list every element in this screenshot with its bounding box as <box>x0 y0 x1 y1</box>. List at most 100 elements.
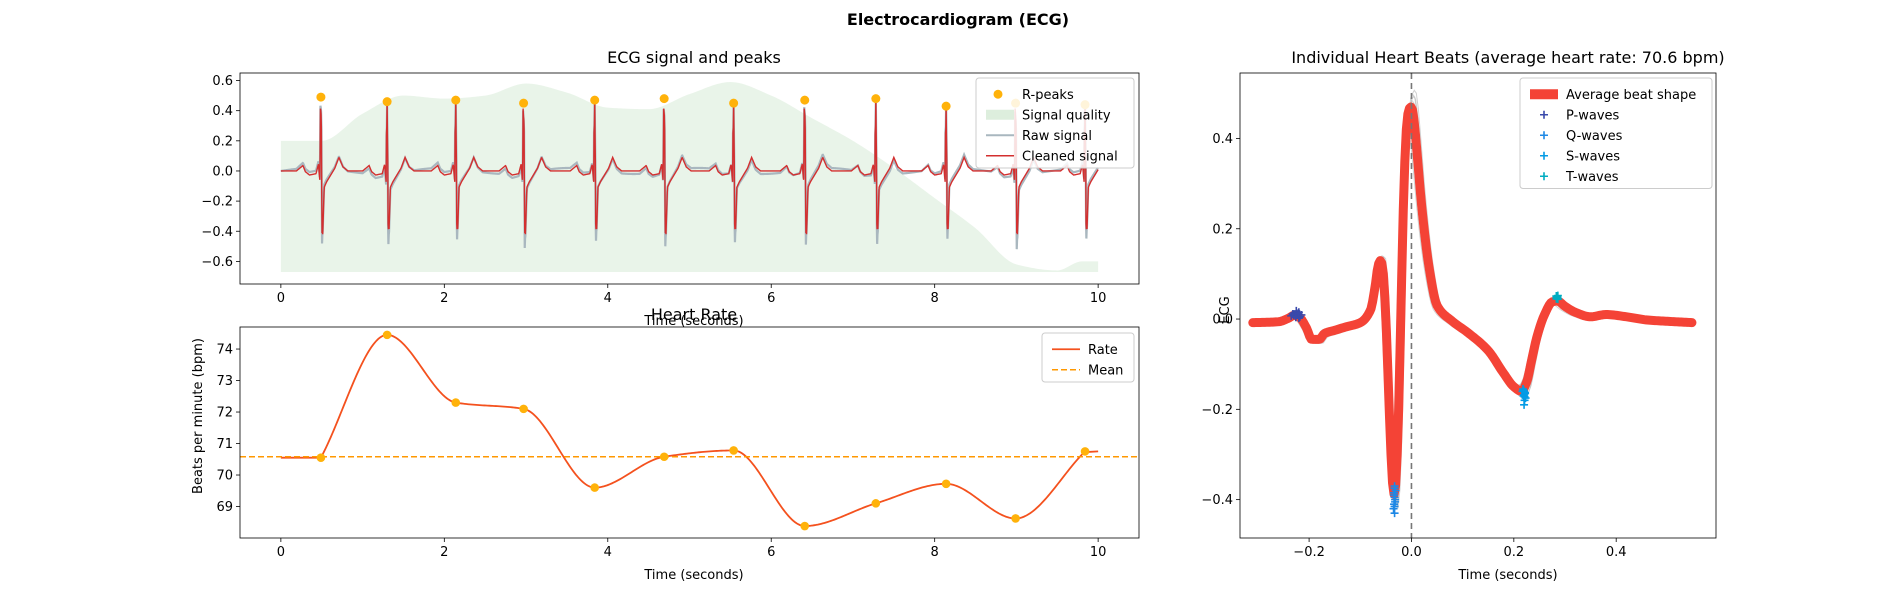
beats-xtick-label: 0.4 <box>1606 545 1627 560</box>
rate-point <box>1080 447 1090 456</box>
ecg-ytick-label: 0.4 <box>212 104 233 119</box>
ecg-signal-xlabel: Time (seconds) <box>643 314 743 329</box>
ecg-xtick-label: 2 <box>440 291 448 306</box>
ecg-frame <box>239 72 1140 285</box>
q-wave-marker <box>1390 484 1399 493</box>
ecg-legend-label: R-peaks <box>1022 88 1074 103</box>
ecg-ytick-label: 0.6 <box>212 74 233 89</box>
s-wave-marker <box>1520 400 1529 409</box>
ecg-legend-label: Signal quality <box>1022 108 1111 123</box>
legend-rpeak-swatch <box>993 89 1003 99</box>
hr-legend-label: Mean <box>1088 363 1123 378</box>
beats-legend-label: Average beat shape <box>1566 88 1696 103</box>
rate-point <box>382 330 392 340</box>
beats-ytick-label: 0.2 <box>1212 222 1233 237</box>
beats-frame <box>1239 72 1717 539</box>
q-wave-marker <box>1390 509 1399 518</box>
hr-ytick-label: 72 <box>216 406 233 421</box>
hr-xtick-label: 8 <box>931 545 939 560</box>
r-peak-point <box>382 97 392 107</box>
hr-ytick-label: 73 <box>216 374 233 389</box>
ecg-xtick-label: 8 <box>931 291 939 306</box>
rate-line <box>280 333 1099 527</box>
hr-ytick-label: 74 <box>216 343 233 358</box>
beats-legend <box>1519 77 1713 189</box>
ecg-legend-label: Raw signal <box>1022 129 1092 144</box>
beats-ytick-label: 0.0 <box>1212 313 1233 328</box>
raw-signal-line <box>280 97 1100 250</box>
heart-rate-panel: Heart Rate Time (seconds) Beats per minu… <box>191 305 1140 583</box>
beats-xtick-label: 0.2 <box>1503 545 1524 560</box>
figure-title: Electrocardiogram (ECG) <box>847 10 1069 29</box>
q-wave-marker <box>1390 502 1399 511</box>
ecg-xtick-label: 4 <box>604 291 612 306</box>
hr-xtick-label: 6 <box>767 545 775 560</box>
beats-ytick-label: −0.2 <box>1201 403 1233 418</box>
hr-xtick-label: 10 <box>1090 545 1107 560</box>
ecg-legend <box>975 77 1135 169</box>
r-peak-point <box>871 94 881 104</box>
hr-xtick-label: 0 <box>277 545 285 560</box>
r-peak-point <box>451 95 461 105</box>
p-wave-marker <box>1294 309 1303 318</box>
hr-xtick-label: 2 <box>440 545 448 560</box>
legend-t-swatch <box>1540 172 1548 181</box>
heart-beats-title: Individual Heart Beats (average heart ra… <box>1291 48 1724 67</box>
legend-q-swatch <box>1540 131 1548 140</box>
legend-average-swatch <box>1530 89 1558 100</box>
ecg-signal-panel: ECG signal and peaks Time (seconds) 0 2 4 6… <box>201 48 1140 329</box>
heart-rate-ylabel: Beats per minute (bpm) <box>191 338 206 494</box>
cleaned-signal-line <box>280 98 1099 235</box>
rate-point <box>316 453 326 462</box>
rate-point <box>1011 514 1020 523</box>
legend-p-swatch <box>1540 110 1548 119</box>
heart-beats-panel: Individual Heart Beats (average heart ra… <box>1201 48 1724 583</box>
r-peak-point <box>800 95 810 105</box>
hr-ytick-label: 71 <box>216 437 233 452</box>
s-wave-marker <box>1521 388 1530 397</box>
hr-legend-label: Rate <box>1088 343 1118 358</box>
heart-rate-xlabel: Time (seconds) <box>643 568 743 583</box>
beats-xtick-label: 0.0 <box>1401 545 1422 560</box>
hr-ytick-label: 69 <box>216 500 233 515</box>
ecg-legend-label: Cleaned signal <box>1022 149 1118 164</box>
hr-ytick-label: 70 <box>216 469 233 484</box>
legend-s-swatch <box>1540 151 1548 160</box>
ecg-ytick-label: −0.2 <box>201 195 233 210</box>
heart-beats-xlabel: Time (seconds) <box>1457 568 1557 583</box>
ecg-ytick-label: 0.2 <box>212 134 233 149</box>
rate-point <box>871 499 881 508</box>
average-beat-line <box>1248 102 1697 499</box>
hr-xtick-label: 4 <box>604 545 612 560</box>
signal-quality-area <box>280 82 1099 272</box>
legend-quality-swatch <box>986 109 1014 120</box>
heart-beats-ylabel: ECG <box>1218 296 1233 323</box>
ecg-xtick-label: 10 <box>1090 291 1107 306</box>
beats-ytick-label: 0.4 <box>1212 132 1233 147</box>
rate-point <box>729 446 738 455</box>
p-wave-marker <box>1291 313 1300 322</box>
beats-legend-label: S-waves <box>1566 149 1620 164</box>
rate-point <box>590 483 599 492</box>
ecg-xtick-label: 6 <box>767 291 775 306</box>
ecg-ytick-label: −0.6 <box>201 255 233 270</box>
ecg-ytick-label: −0.4 <box>201 225 233 240</box>
beats-xtick-label: −0.2 <box>1293 545 1325 560</box>
heart-rate-title: Heart Rate <box>651 305 737 324</box>
rate-point <box>941 479 951 489</box>
r-peak-point <box>729 98 739 108</box>
r-peak-point <box>590 95 600 105</box>
ecg-signal-title: ECG signal and peaks <box>607 48 781 67</box>
beats-legend-label: Q-waves <box>1566 129 1623 144</box>
rate-point <box>800 521 810 531</box>
ecg-xtick-label: 0 <box>277 291 285 306</box>
r-peak-point <box>316 92 326 102</box>
rate-point <box>451 398 461 407</box>
beats-legend-label: P-waves <box>1566 108 1620 123</box>
rate-point <box>519 404 528 414</box>
t-wave-marker <box>1552 294 1561 303</box>
hr-frame <box>239 326 1140 539</box>
ecg-ytick-label: 0.0 <box>212 164 233 179</box>
beats-legend-label: T-waves <box>1565 170 1619 185</box>
